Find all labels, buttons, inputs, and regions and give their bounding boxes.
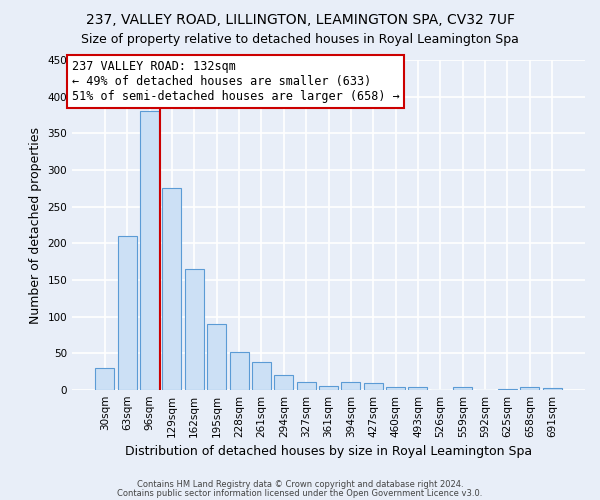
Bar xyxy=(386,387,405,390)
Bar xyxy=(364,382,383,390)
Bar xyxy=(207,324,226,390)
Text: Contains HM Land Registry data © Crown copyright and database right 2024.: Contains HM Land Registry data © Crown c… xyxy=(137,480,463,489)
Bar xyxy=(95,368,115,390)
Bar xyxy=(520,387,539,390)
Bar xyxy=(230,352,248,390)
Bar xyxy=(163,188,181,390)
Text: Size of property relative to detached houses in Royal Leamington Spa: Size of property relative to detached ho… xyxy=(81,32,519,46)
Y-axis label: Number of detached properties: Number of detached properties xyxy=(29,126,42,324)
Bar xyxy=(185,269,204,390)
Text: 237 VALLEY ROAD: 132sqm
← 49% of detached houses are smaller (633)
51% of semi-d: 237 VALLEY ROAD: 132sqm ← 49% of detache… xyxy=(72,60,400,103)
Bar xyxy=(341,382,361,390)
X-axis label: Distribution of detached houses by size in Royal Leamington Spa: Distribution of detached houses by size … xyxy=(125,446,532,458)
Bar xyxy=(453,387,472,390)
Bar xyxy=(140,112,159,390)
Bar xyxy=(542,388,562,390)
Bar xyxy=(252,362,271,390)
Bar xyxy=(409,387,427,390)
Bar xyxy=(118,236,137,390)
Text: Contains public sector information licensed under the Open Government Licence v3: Contains public sector information licen… xyxy=(118,488,482,498)
Bar xyxy=(296,382,316,390)
Bar xyxy=(319,386,338,390)
Text: 237, VALLEY ROAD, LILLINGTON, LEAMINGTON SPA, CV32 7UF: 237, VALLEY ROAD, LILLINGTON, LEAMINGTON… xyxy=(86,12,515,26)
Bar xyxy=(498,388,517,390)
Bar xyxy=(274,376,293,390)
